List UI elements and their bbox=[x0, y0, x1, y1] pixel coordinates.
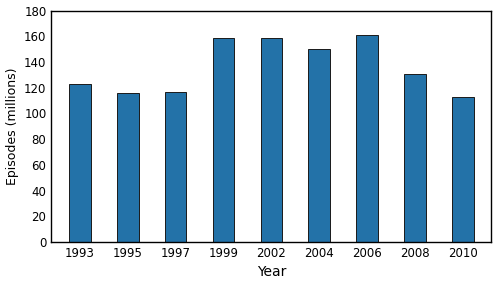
Bar bbox=[117, 93, 139, 242]
Bar bbox=[309, 49, 330, 242]
Y-axis label: Episodes (millions): Episodes (millions) bbox=[5, 68, 18, 185]
X-axis label: Year: Year bbox=[257, 265, 286, 280]
Bar bbox=[452, 97, 474, 242]
Bar bbox=[213, 38, 234, 242]
Bar bbox=[356, 35, 378, 242]
Bar bbox=[404, 74, 425, 242]
Bar bbox=[165, 91, 186, 242]
Bar bbox=[69, 84, 91, 242]
Bar bbox=[260, 38, 282, 242]
